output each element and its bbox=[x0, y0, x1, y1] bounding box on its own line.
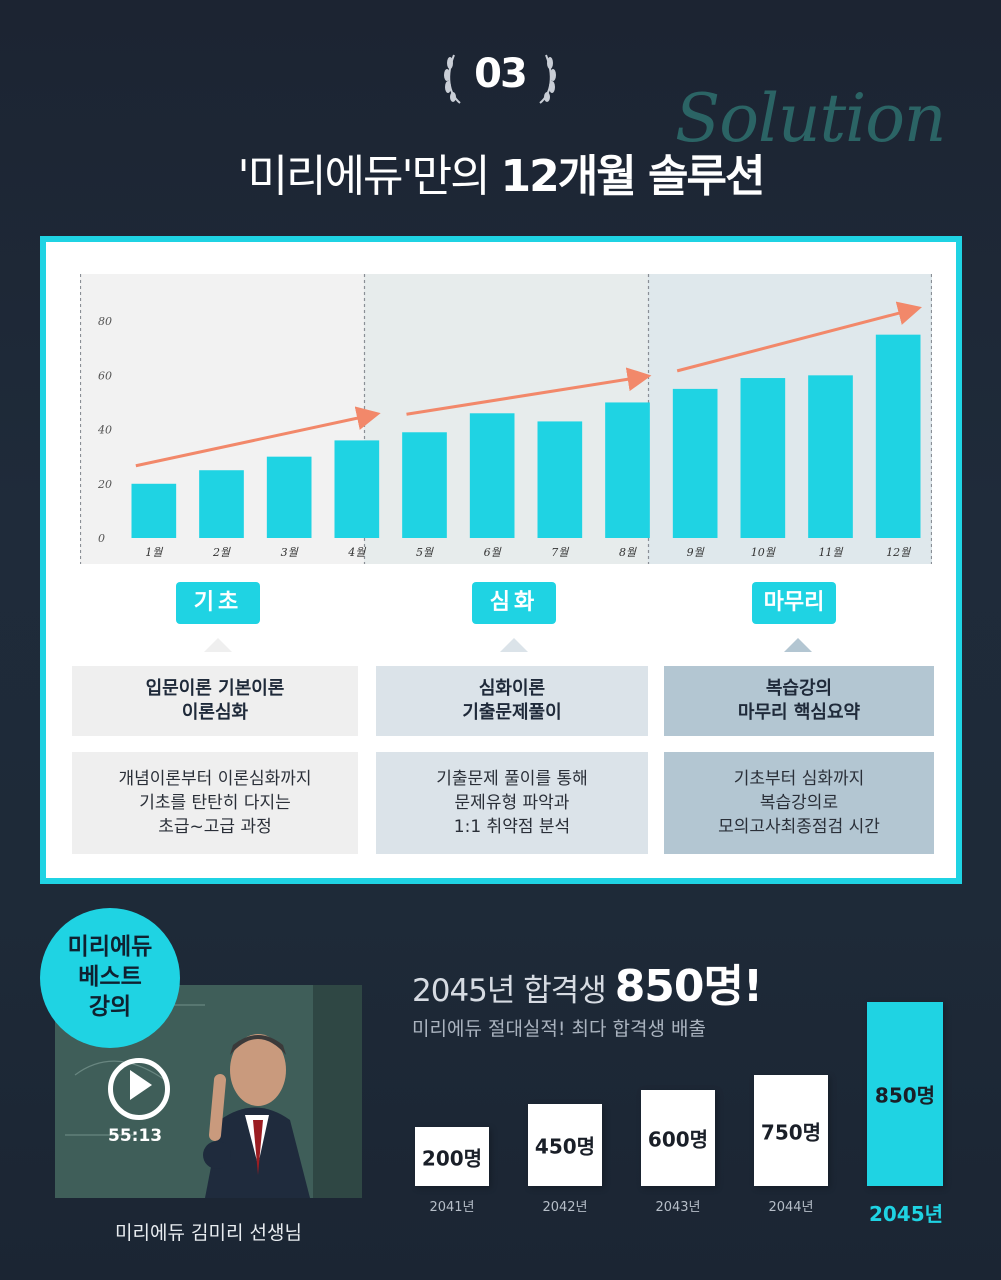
chart-bar bbox=[131, 483, 177, 538]
passers-bar-count: 450명 bbox=[534, 1134, 596, 1159]
phase-pill-final: 마무리 bbox=[752, 582, 836, 624]
trend-arrow bbox=[406, 367, 652, 416]
passers-bar-highlight: 850명 bbox=[867, 1002, 943, 1186]
y-tick-label: 20 bbox=[97, 478, 112, 491]
solution-script-text: Solution bbox=[675, 80, 946, 157]
teacher-name: 미리에듀 김미리 선생님 bbox=[115, 1222, 302, 1244]
passers-bar-count: 200명 bbox=[421, 1146, 483, 1170]
passers-bar-year: 2045년 bbox=[868, 1202, 944, 1226]
title-bold: 12개월 솔루션 bbox=[500, 151, 766, 202]
chart-bar bbox=[266, 456, 312, 538]
y-tick-label: 0 bbox=[98, 532, 105, 545]
lecture-video-thumbnail[interactable] bbox=[55, 985, 362, 1198]
play-icon[interactable] bbox=[130, 1070, 152, 1100]
passers-title-prefix: 2045년 합격생 bbox=[412, 973, 615, 1009]
pointer-basic bbox=[204, 638, 232, 652]
passers-bar-year: 2041년 bbox=[429, 1200, 475, 1215]
chart-bar bbox=[672, 388, 718, 538]
y-tick-label: 60 bbox=[98, 369, 112, 382]
title-regular: '미리에듀'만의 bbox=[237, 151, 501, 202]
x-tick-label: 10월 bbox=[751, 546, 776, 559]
y-tick-label: 40 bbox=[97, 424, 112, 437]
passers-bar-count: 850명 bbox=[874, 1083, 936, 1108]
x-tick-label: 12월 bbox=[886, 546, 911, 559]
chart-bar bbox=[875, 334, 921, 538]
chart-bar bbox=[402, 432, 447, 538]
passers-bar-count: 750명 bbox=[760, 1120, 822, 1144]
passers-bar-year: 2043년 bbox=[655, 1200, 701, 1215]
trend-arrow bbox=[135, 406, 381, 468]
pointer-advanced bbox=[500, 638, 528, 652]
phase-pill-basic: 기초 bbox=[176, 582, 260, 624]
best-lecture-badge: 미리에듀 베스트 강의 bbox=[40, 908, 180, 1048]
pointer-final bbox=[784, 638, 812, 652]
x-tick-label: 11월 bbox=[818, 546, 843, 559]
y-tick-label: 80 bbox=[98, 315, 112, 328]
x-tick-label: 3월 bbox=[281, 546, 299, 559]
page-title: '미리에듀'만의 12개월 솔루션 bbox=[0, 140, 1001, 204]
video-duration: 55:13 bbox=[108, 1126, 163, 1146]
phase-title-advanced: 심화이론 기출문제풀이 bbox=[376, 666, 648, 736]
laurel-right-icon bbox=[539, 54, 556, 104]
x-tick-label: 2월 bbox=[212, 546, 231, 559]
chart-bar bbox=[808, 375, 853, 538]
passers-bar: 600명 bbox=[641, 1090, 715, 1186]
passers-subtitle: 미리에듀 절대실적! 최다 합격생 배출 bbox=[412, 1018, 706, 1040]
x-tick-label: 6월 bbox=[484, 546, 502, 559]
chart-bar bbox=[334, 440, 380, 538]
x-tick-label: 4월 bbox=[347, 546, 366, 559]
phase-desc-advanced: 기출문제 풀이를 통해 문제유형 파악과 1:1 취약점 분석 bbox=[376, 752, 648, 854]
passers-bar: 750명 bbox=[754, 1075, 828, 1186]
chart-bar bbox=[469, 413, 515, 538]
x-tick-label: 7월 bbox=[551, 546, 569, 559]
curriculum-panel: 0 20 40 60 80 1월 2월 3월 4월 5월 6월 7월 8월 9월 10월 11월 12월 기초 … bbox=[40, 236, 962, 884]
phase-title-basic: 입문이론 기본이론 이론심화 bbox=[72, 666, 358, 736]
section-badge: 03 bbox=[440, 45, 560, 107]
monthly-bar-chart: 0 20 40 60 80 1월 2월 3월 4월 5월 6월 7월 8월 9월 10월 11월 12월 bbox=[80, 274, 932, 564]
chart-bar bbox=[605, 402, 650, 538]
passers-bar-count: 600명 bbox=[647, 1127, 709, 1152]
phase-title-final: 복습강의 마무리 핵심요약 bbox=[664, 666, 934, 736]
x-tick-label: 1월 bbox=[145, 546, 163, 559]
phase-desc-basic: 개념이론부터 이론심화까지 기초를 탄탄히 다지는 초급~고급 과정 bbox=[72, 752, 358, 854]
laurel-left-icon bbox=[444, 54, 461, 104]
chart-bar bbox=[199, 470, 244, 538]
x-tick-label: 5월 bbox=[416, 546, 434, 559]
phase-desc-final: 기초부터 심화까지 복습강의로 모의고사최종점검 시간 bbox=[664, 752, 934, 854]
x-tick-label: 9월 bbox=[687, 546, 705, 559]
passers-bar: 450명 bbox=[528, 1104, 602, 1186]
play-button-ring[interactable] bbox=[108, 1058, 170, 1120]
section-number: 03 bbox=[474, 51, 528, 97]
chart-bar bbox=[740, 378, 786, 538]
passers-bar-year: 2044년 bbox=[768, 1200, 814, 1215]
chart-bar bbox=[537, 421, 583, 538]
passers-title-count: 850명! bbox=[614, 961, 763, 1012]
passers-bar: 200명 bbox=[415, 1127, 489, 1186]
x-tick-label: 8월 bbox=[619, 546, 637, 559]
phase-pill-advanced: 심화 bbox=[472, 582, 556, 624]
passers-title: 2045년 합격생 850명! bbox=[412, 950, 763, 1014]
passers-bar-year: 2042년 bbox=[542, 1200, 588, 1215]
trend-arrow bbox=[676, 301, 922, 373]
